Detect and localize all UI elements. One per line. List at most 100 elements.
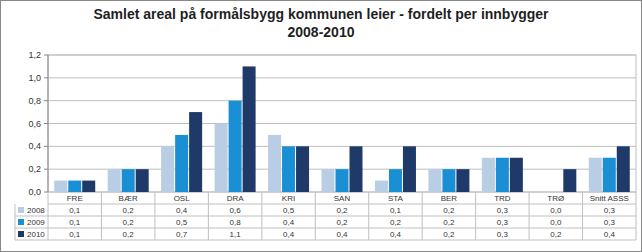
tick-mark — [44, 192, 48, 193]
table-value: 0,5 — [176, 218, 188, 227]
tick-mark — [44, 77, 48, 78]
bar — [282, 146, 295, 192]
bar — [336, 169, 349, 192]
table-value: 0,3 — [497, 230, 509, 239]
bar — [322, 169, 335, 192]
table-line — [475, 192, 476, 240]
bar — [108, 169, 121, 192]
bar — [603, 158, 616, 192]
bar — [535, 192, 548, 193]
legend-key — [18, 231, 24, 237]
table-value: 0,2 — [123, 206, 135, 215]
grid-line — [48, 123, 636, 124]
bar — [428, 169, 441, 192]
bar — [54, 181, 67, 192]
table-value: 0,2 — [123, 218, 135, 227]
table-value: 0,0 — [550, 206, 562, 215]
table-line — [15, 204, 16, 240]
legend-label: 2010 — [27, 230, 45, 239]
tick-label: 0,2 — [28, 164, 41, 174]
table-line — [48, 192, 49, 240]
grid-line — [48, 146, 636, 147]
bar — [229, 101, 242, 192]
bar — [375, 181, 388, 192]
frame — [1, 1, 642, 252]
table-value: 0,2 — [123, 230, 135, 239]
table-value: 0,5 — [283, 206, 295, 215]
bar — [403, 146, 416, 192]
table-line — [261, 192, 262, 240]
bar — [456, 169, 469, 192]
table-value: 0,3 — [497, 218, 509, 227]
table-value: 0,1 — [69, 218, 81, 227]
bar — [189, 112, 202, 192]
bar — [215, 124, 228, 193]
tick-label: 0,6 — [28, 119, 41, 129]
table-value: 0,4 — [283, 218, 295, 227]
table-line — [15, 216, 636, 217]
tick-mark — [44, 100, 48, 101]
table-value: 0,2 — [390, 218, 402, 227]
grid-line — [48, 55, 636, 56]
table-value: 0,4 — [176, 206, 188, 215]
bars — [54, 66, 630, 192]
table-line — [582, 192, 583, 240]
table-value: 0,2 — [443, 218, 455, 227]
category-label: BER — [441, 194, 458, 203]
bar — [136, 169, 149, 192]
tick-label: 1,0 — [28, 73, 41, 83]
table-line — [208, 192, 209, 240]
table-value: 0,2 — [336, 206, 348, 215]
legend-label: 2008 — [27, 206, 45, 215]
table-line — [529, 192, 530, 240]
category-label: TRØ — [547, 194, 564, 203]
bar — [296, 146, 309, 192]
table-line — [422, 192, 423, 240]
grid-line — [48, 77, 636, 78]
legend-key — [18, 207, 24, 213]
legend-label: 2009 — [27, 218, 45, 227]
table-value: 0,1 — [69, 230, 81, 239]
plot-area — [48, 55, 636, 192]
table-line — [101, 192, 102, 240]
tick-label: 0,0 — [28, 187, 41, 197]
grid-line — [48, 100, 636, 101]
bar — [82, 181, 95, 192]
category-label: SAN — [334, 194, 351, 203]
table-value: 0,3 — [497, 206, 509, 215]
tick-label: 0,8 — [28, 96, 41, 106]
bar — [175, 135, 188, 192]
bar — [563, 169, 576, 192]
bar — [549, 192, 562, 193]
y-axis — [48, 55, 49, 192]
table-value: 0,1 — [69, 206, 81, 215]
bar — [161, 146, 174, 192]
bar — [243, 66, 256, 192]
bar — [589, 158, 602, 192]
bar — [68, 181, 81, 192]
tick-mark — [44, 169, 48, 170]
table-value: 0,4 — [604, 230, 616, 239]
table-value: 0,7 — [176, 230, 188, 239]
category-label: KRI — [282, 194, 295, 203]
table-value: 0,1 — [390, 206, 402, 215]
table-line — [15, 240, 636, 241]
table-value: 0,3 — [604, 218, 616, 227]
category-label: FRE — [67, 194, 83, 203]
bar — [482, 158, 495, 192]
subtitle: 2008-2010 — [288, 24, 355, 40]
table-value: 0,3 — [604, 206, 616, 215]
table-value: 0,4 — [336, 230, 348, 239]
category-label: TRD — [494, 194, 511, 203]
table-value: 0,4 — [283, 230, 295, 239]
bar — [268, 135, 281, 192]
table-value: 0,2 — [443, 206, 455, 215]
table-value: 0,6 — [230, 206, 242, 215]
category-label: STA — [388, 194, 404, 203]
bar — [617, 146, 630, 192]
bar — [442, 169, 455, 192]
bar — [350, 146, 363, 192]
table-line — [636, 192, 637, 240]
category-label: OSL — [174, 194, 191, 203]
category-label: DRA — [227, 194, 245, 203]
